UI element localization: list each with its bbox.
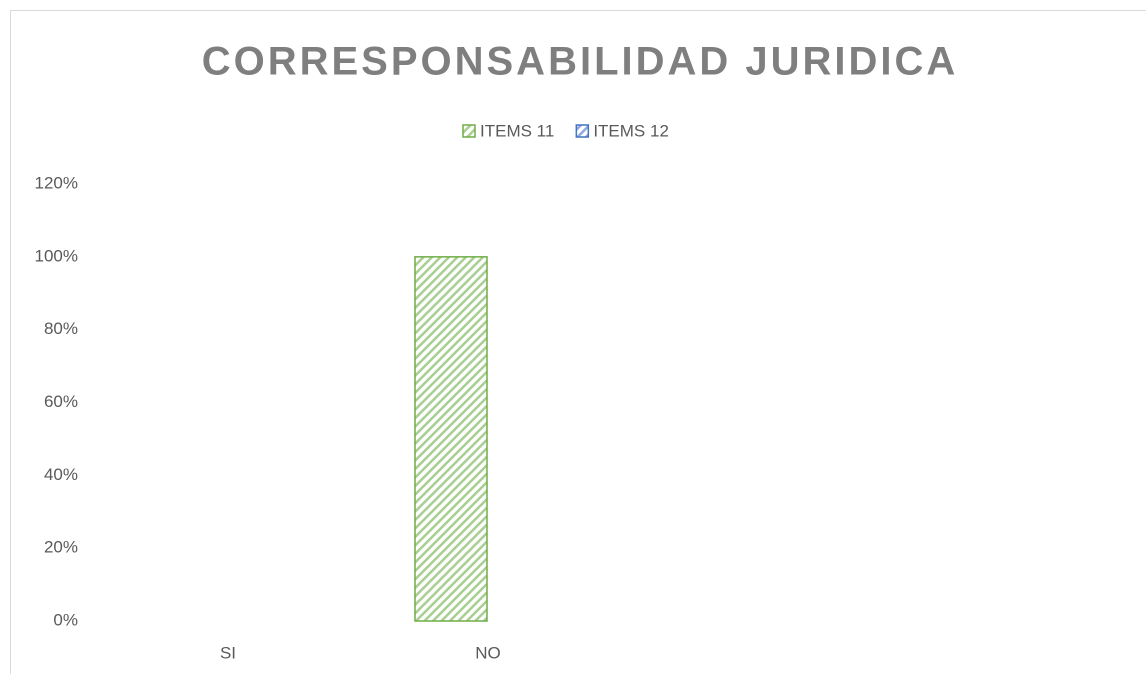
legend-swatch (575, 124, 590, 138)
y-tick-label: 80% (44, 319, 78, 338)
y-tick-label: 0% (53, 610, 78, 629)
y-tick-label: 100% (35, 246, 78, 265)
chart-title: CORRESPONSABILIDAD JURIDICA (202, 40, 959, 84)
x-tick-label: NO (475, 643, 501, 662)
bar (414, 256, 488, 622)
y-tick-label: 40% (44, 465, 78, 484)
x-tick-label: SI (220, 643, 236, 662)
legend-swatch (462, 124, 476, 138)
legend-label: ITEMS 12 (593, 121, 669, 140)
legend-label: ITEMS 11 (480, 121, 554, 140)
y-tick-label: 60% (44, 392, 78, 411)
y-tick-label: 20% (44, 538, 78, 557)
y-tick-label: 120% (35, 173, 78, 192)
chart-frame (10, 10, 1146, 674)
